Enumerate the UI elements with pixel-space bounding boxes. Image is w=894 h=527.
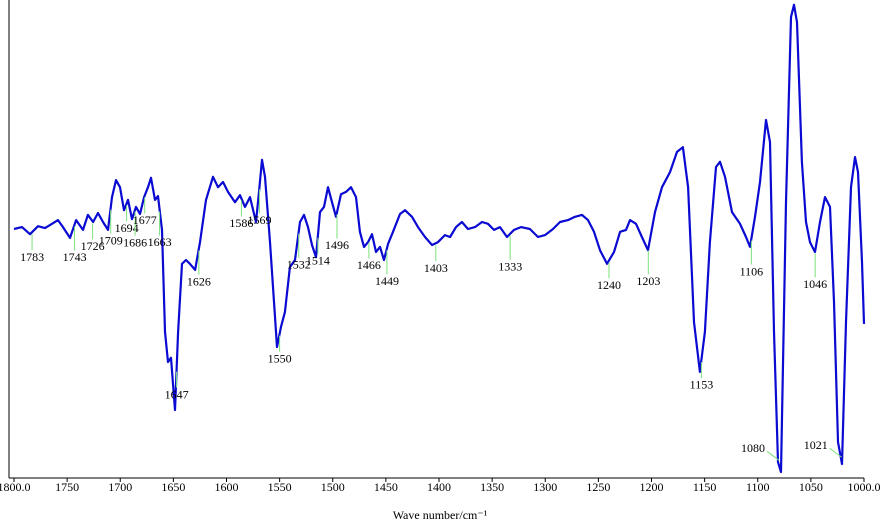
peak-label: 1466 <box>357 258 381 272</box>
x-tick-label: 1450 <box>374 480 398 494</box>
x-tick-label: 1350 <box>480 480 504 494</box>
peak-label: 1647 <box>165 387 189 401</box>
peak-label: 1709 <box>99 233 123 247</box>
x-tick-label: 1000.0 <box>848 480 881 494</box>
x-tick-label: 1050 <box>799 480 823 494</box>
peak-label: 1203 <box>636 274 660 288</box>
x-tick-label: 1800.0 <box>0 480 31 494</box>
x-tick-label: 1750 <box>55 480 79 494</box>
x-tick-label: 1200 <box>640 480 664 494</box>
peak-label: 1021 <box>804 438 828 452</box>
x-tick-label: 1500 <box>321 480 345 494</box>
peak-label: 1626 <box>187 274 211 288</box>
peak-label: 1550 <box>268 351 292 365</box>
peak-leader <box>829 447 842 458</box>
peak-label: 1106 <box>740 264 764 278</box>
peak-label: 1153 <box>690 378 714 392</box>
peak-label: 1240 <box>597 278 621 292</box>
x-tick-label: 1550 <box>268 480 292 494</box>
peak-label: 1569 <box>247 213 271 227</box>
peak-label: 1514 <box>306 254 330 268</box>
x-tick-label: 1250 <box>586 480 610 494</box>
peak-label: 1333 <box>498 260 522 274</box>
peak-label: 1743 <box>63 250 87 264</box>
peak-label: 1080 <box>741 441 765 455</box>
peak-label: 1532 <box>287 257 311 271</box>
peak-label: 1677 <box>133 213 157 227</box>
peak-label: 1586 <box>229 216 253 230</box>
x-tick-label: 1300 <box>533 480 557 494</box>
x-tick-label: 1100 <box>746 480 770 494</box>
spectrum-line <box>13 3 866 474</box>
peak-label: 1403 <box>424 261 448 275</box>
x-axis-title: Wave number/cm⁻¹ <box>393 508 488 522</box>
peak-label: 1694 <box>115 221 139 235</box>
peak-label: 1686 <box>123 235 147 249</box>
peak-label: 1449 <box>375 274 399 288</box>
x-tick-label: 1700 <box>108 480 132 494</box>
peak-leader <box>766 450 780 461</box>
x-tick-label: 1400 <box>427 480 451 494</box>
x-tick-label: 1650 <box>161 480 185 494</box>
peak-label: 1046 <box>803 277 827 291</box>
peak-label: 1783 <box>20 250 44 264</box>
peak-label: 1663 <box>148 235 172 249</box>
x-tick-label: 1150 <box>693 480 717 494</box>
peak-label: 1726 <box>81 239 105 253</box>
x-tick-label: 1600 <box>215 480 239 494</box>
peak-label: 1496 <box>325 238 349 252</box>
